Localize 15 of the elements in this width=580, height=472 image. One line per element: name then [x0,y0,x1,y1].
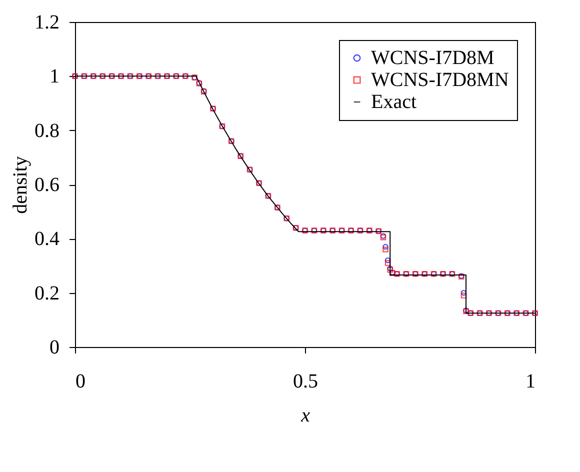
x-tick-label: 1 [526,370,536,392]
y-tick-label: 0.4 [34,228,60,250]
y-tick-label: 0 [50,336,60,358]
x-tick-label: 0 [76,370,86,392]
y-tick-label: 1 [50,66,60,88]
legend-label: Exact [371,91,417,113]
y-tick-label: 1.2 [34,12,60,34]
y-tick-label: 0.2 [34,282,60,304]
x-tick-label: 0.5 [293,370,318,392]
y-tick-label: 0.6 [34,174,60,196]
legend-label: WCNS-I7D8MN [371,69,509,91]
y-tick-label: 0.8 [34,120,60,142]
y-axis-title: density [10,156,32,214]
x-axis-title: x [300,404,310,426]
legend-label: WCNS-I7D8M [371,47,495,69]
